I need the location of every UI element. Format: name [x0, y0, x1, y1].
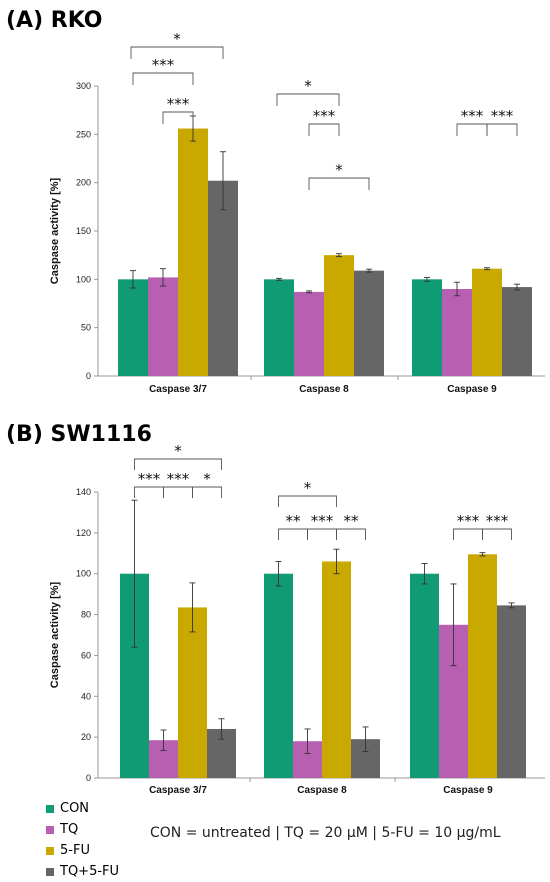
y-tick-label: 0: [86, 371, 91, 381]
significance-label: *: [335, 161, 343, 179]
y-tick-label: 40: [81, 691, 91, 701]
bar-5-fu: [324, 255, 354, 376]
bar-tq-5-fu: [354, 270, 384, 376]
significance-bracket: [482, 528, 512, 540]
bar-tq: [294, 291, 324, 376]
legend-swatch-5fu: [46, 846, 54, 855]
significance-bracket: [336, 528, 366, 540]
category-label: Caspase 9: [447, 384, 497, 395]
legend-label-5fu: 5-FU: [60, 843, 90, 858]
y-axis-label: Caspase activity [%]: [49, 177, 61, 284]
bar-5-fu: [472, 268, 502, 376]
significance-label: **: [344, 512, 360, 530]
y-tick-label: 50: [81, 323, 91, 333]
significance-bracket: [276, 93, 340, 106]
bar-tq-5-fu: [208, 180, 238, 376]
bar-5-fu: [468, 554, 497, 778]
legend: CON TQ 5-FU TQ+5-FU: [46, 798, 119, 882]
significance-bracket: [130, 46, 224, 59]
significance-label: ***: [167, 95, 190, 113]
bar-5-fu: [322, 561, 351, 778]
significance-label: ***: [486, 512, 509, 530]
significance-bracket: [307, 528, 337, 540]
y-tick-label: 100: [76, 569, 91, 579]
significance-bracket: [278, 495, 337, 507]
y-tick-label: 80: [81, 610, 91, 620]
bar-5-fu: [178, 607, 207, 778]
y-tick-label: 0: [86, 773, 91, 783]
significance-bracket: [278, 528, 308, 540]
legend-label-con: CON: [60, 801, 90, 816]
significance-label: ***: [461, 107, 484, 125]
y-tick-label: 100: [76, 274, 91, 284]
legend-item-tq-5fu: TQ+5-FU: [46, 861, 119, 882]
category-label: Caspase 8: [299, 384, 349, 395]
legend-item-con: CON: [46, 798, 119, 819]
legend-label-tq-5fu: TQ+5-FU: [60, 864, 120, 879]
significance-bracket: [308, 123, 340, 136]
significance-label: *: [173, 30, 181, 48]
y-tick-label: 140: [76, 487, 91, 497]
significance-bracket: [134, 458, 222, 470]
category-label: Caspase 3/7: [149, 785, 207, 796]
chart-panel-a: (A) RKO 0 50 100 150 200 250 300 Caspase activit…: [6, 8, 545, 395]
significance-bracket: [486, 123, 518, 136]
category-label: Caspase 3/7: [149, 384, 207, 395]
bar-con: [118, 279, 148, 376]
chart-panel-b: (B) SW1116 0 20 40 60 80 100 120 140 Caspase acti…: [6, 422, 545, 796]
significance-bracket: [132, 72, 194, 85]
bar-5-fu: [178, 128, 208, 376]
y-tick-label: 120: [76, 528, 91, 538]
significance-bracket: [192, 486, 222, 498]
legend-label-tq: TQ: [60, 822, 79, 837]
y-tick-label: 200: [76, 178, 91, 188]
legend-item-5fu: 5-FU: [46, 840, 119, 861]
significance-label: ***: [311, 512, 334, 530]
bar-con: [264, 279, 294, 376]
category-label: Caspase 9: [443, 785, 493, 796]
significance-bracket: [162, 111, 194, 124]
category-label: Caspase 8: [297, 785, 347, 796]
significance-label: **: [286, 512, 302, 530]
bar-con: [410, 573, 439, 778]
significance-label: ***: [457, 512, 480, 530]
significance-label: *: [304, 479, 312, 497]
significance-label: ***: [313, 107, 336, 125]
significance-bracket: [308, 177, 370, 190]
y-tick-label: 60: [81, 650, 91, 660]
y-axis-label: Caspase activity [%]: [49, 581, 61, 688]
significance-bracket: [456, 123, 488, 136]
bar-tq-5-fu: [497, 605, 526, 778]
y-tick-label: 250: [76, 129, 91, 139]
significance-label: *: [203, 470, 211, 488]
significance-label: ***: [167, 470, 190, 488]
significance-label: *: [174, 442, 182, 460]
panel-title: (A) RKO: [6, 8, 103, 33]
y-tick-label: 300: [76, 81, 91, 91]
y-tick-label: 150: [76, 226, 91, 236]
legend-item-tq: TQ: [46, 819, 119, 840]
significance-label: ***: [152, 56, 175, 74]
significance-label: ***: [491, 107, 514, 125]
footnote: CON = untreated | TQ = 20 μM | 5-FU = 10…: [150, 825, 501, 841]
legend-swatch-con: [46, 804, 54, 813]
significance-label: ***: [138, 470, 161, 488]
significance-bracket: [453, 528, 483, 540]
bar-con: [412, 279, 442, 376]
legend-swatch-tq: [46, 825, 54, 834]
bar-tq-5-fu: [502, 287, 532, 376]
bar-con: [264, 573, 293, 778]
significance-label: *: [304, 77, 312, 95]
legend-swatch-tq-5fu: [46, 867, 54, 876]
bar-tq: [442, 289, 472, 376]
y-tick-label: 20: [81, 732, 91, 742]
significance-bracket: [134, 486, 164, 498]
significance-bracket: [163, 486, 193, 498]
panel-title: (B) SW1116: [6, 422, 152, 447]
bar-tq: [148, 277, 178, 376]
